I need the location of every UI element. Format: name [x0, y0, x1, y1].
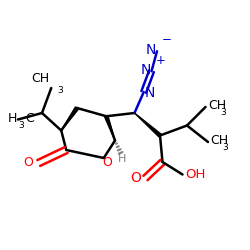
Text: C: C	[26, 112, 34, 125]
Text: N: N	[146, 43, 156, 57]
Text: N: N	[140, 64, 150, 78]
Text: N: N	[144, 86, 154, 100]
Text: CH: CH	[210, 134, 228, 147]
Text: 3: 3	[220, 108, 226, 117]
Text: H: H	[7, 112, 17, 125]
Text: OH: OH	[186, 168, 206, 181]
Text: O: O	[24, 156, 33, 170]
Text: CH: CH	[31, 72, 49, 85]
Text: H: H	[118, 154, 127, 164]
Text: 3: 3	[222, 143, 228, 152]
Polygon shape	[134, 113, 161, 137]
Text: −: −	[162, 33, 172, 46]
Polygon shape	[104, 116, 115, 140]
Polygon shape	[61, 107, 78, 130]
Text: O: O	[102, 156, 112, 170]
Text: CH: CH	[208, 99, 226, 112]
Text: O: O	[130, 171, 141, 185]
Text: 3: 3	[18, 121, 24, 130]
Text: 3: 3	[57, 86, 63, 95]
Text: +: +	[156, 54, 166, 67]
